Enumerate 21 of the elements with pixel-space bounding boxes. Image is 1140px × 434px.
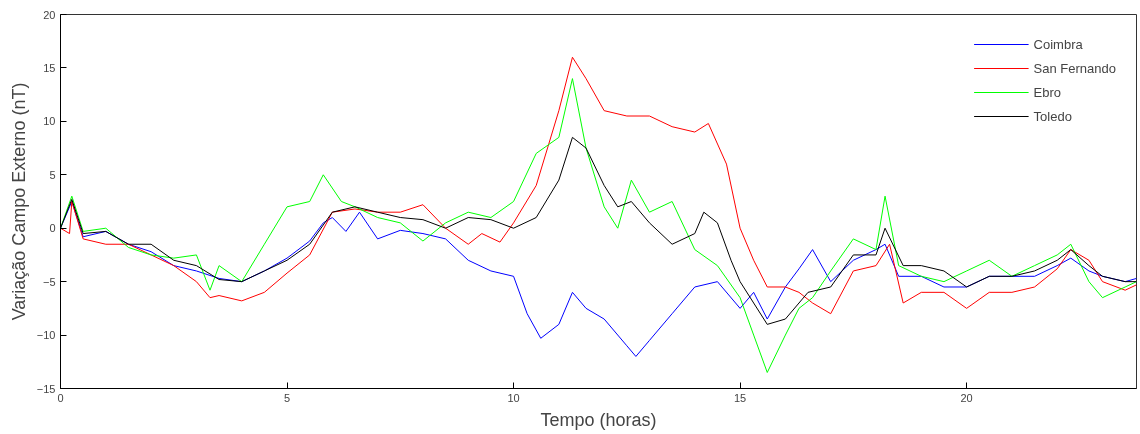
x-tick-label: 5 — [283, 391, 291, 404]
y-tick-label: −5 — [42, 275, 56, 288]
x-tick-label: 0 — [57, 391, 64, 404]
x-axis-title: Tempo (horas) — [540, 409, 657, 430]
x-tick-label: 20 — [960, 391, 973, 404]
legend-label: Ebro — [1033, 84, 1062, 100]
line-series — [60, 56, 1137, 315]
y-tick-label: 15 — [43, 61, 56, 74]
y-tick-label: 0 — [49, 222, 56, 235]
y-tick-label: 10 — [43, 115, 56, 128]
y-tick-label: −10 — [36, 329, 56, 342]
y-tick-label: 20 — [43, 8, 56, 21]
y-axis-title: Variação Campo Externo (nT) — [8, 82, 29, 321]
legend-label: Toledo — [1033, 108, 1072, 124]
legend-label: San Fernando — [1033, 60, 1116, 76]
x-tick-label: 15 — [733, 391, 747, 404]
y-tick-label: 5 — [49, 168, 56, 181]
x-tick-label: 10 — [507, 391, 520, 404]
legend-label: Coimbra — [1033, 36, 1083, 52]
line-series — [60, 78, 1137, 373]
y-tick-label: −15 — [36, 382, 56, 395]
